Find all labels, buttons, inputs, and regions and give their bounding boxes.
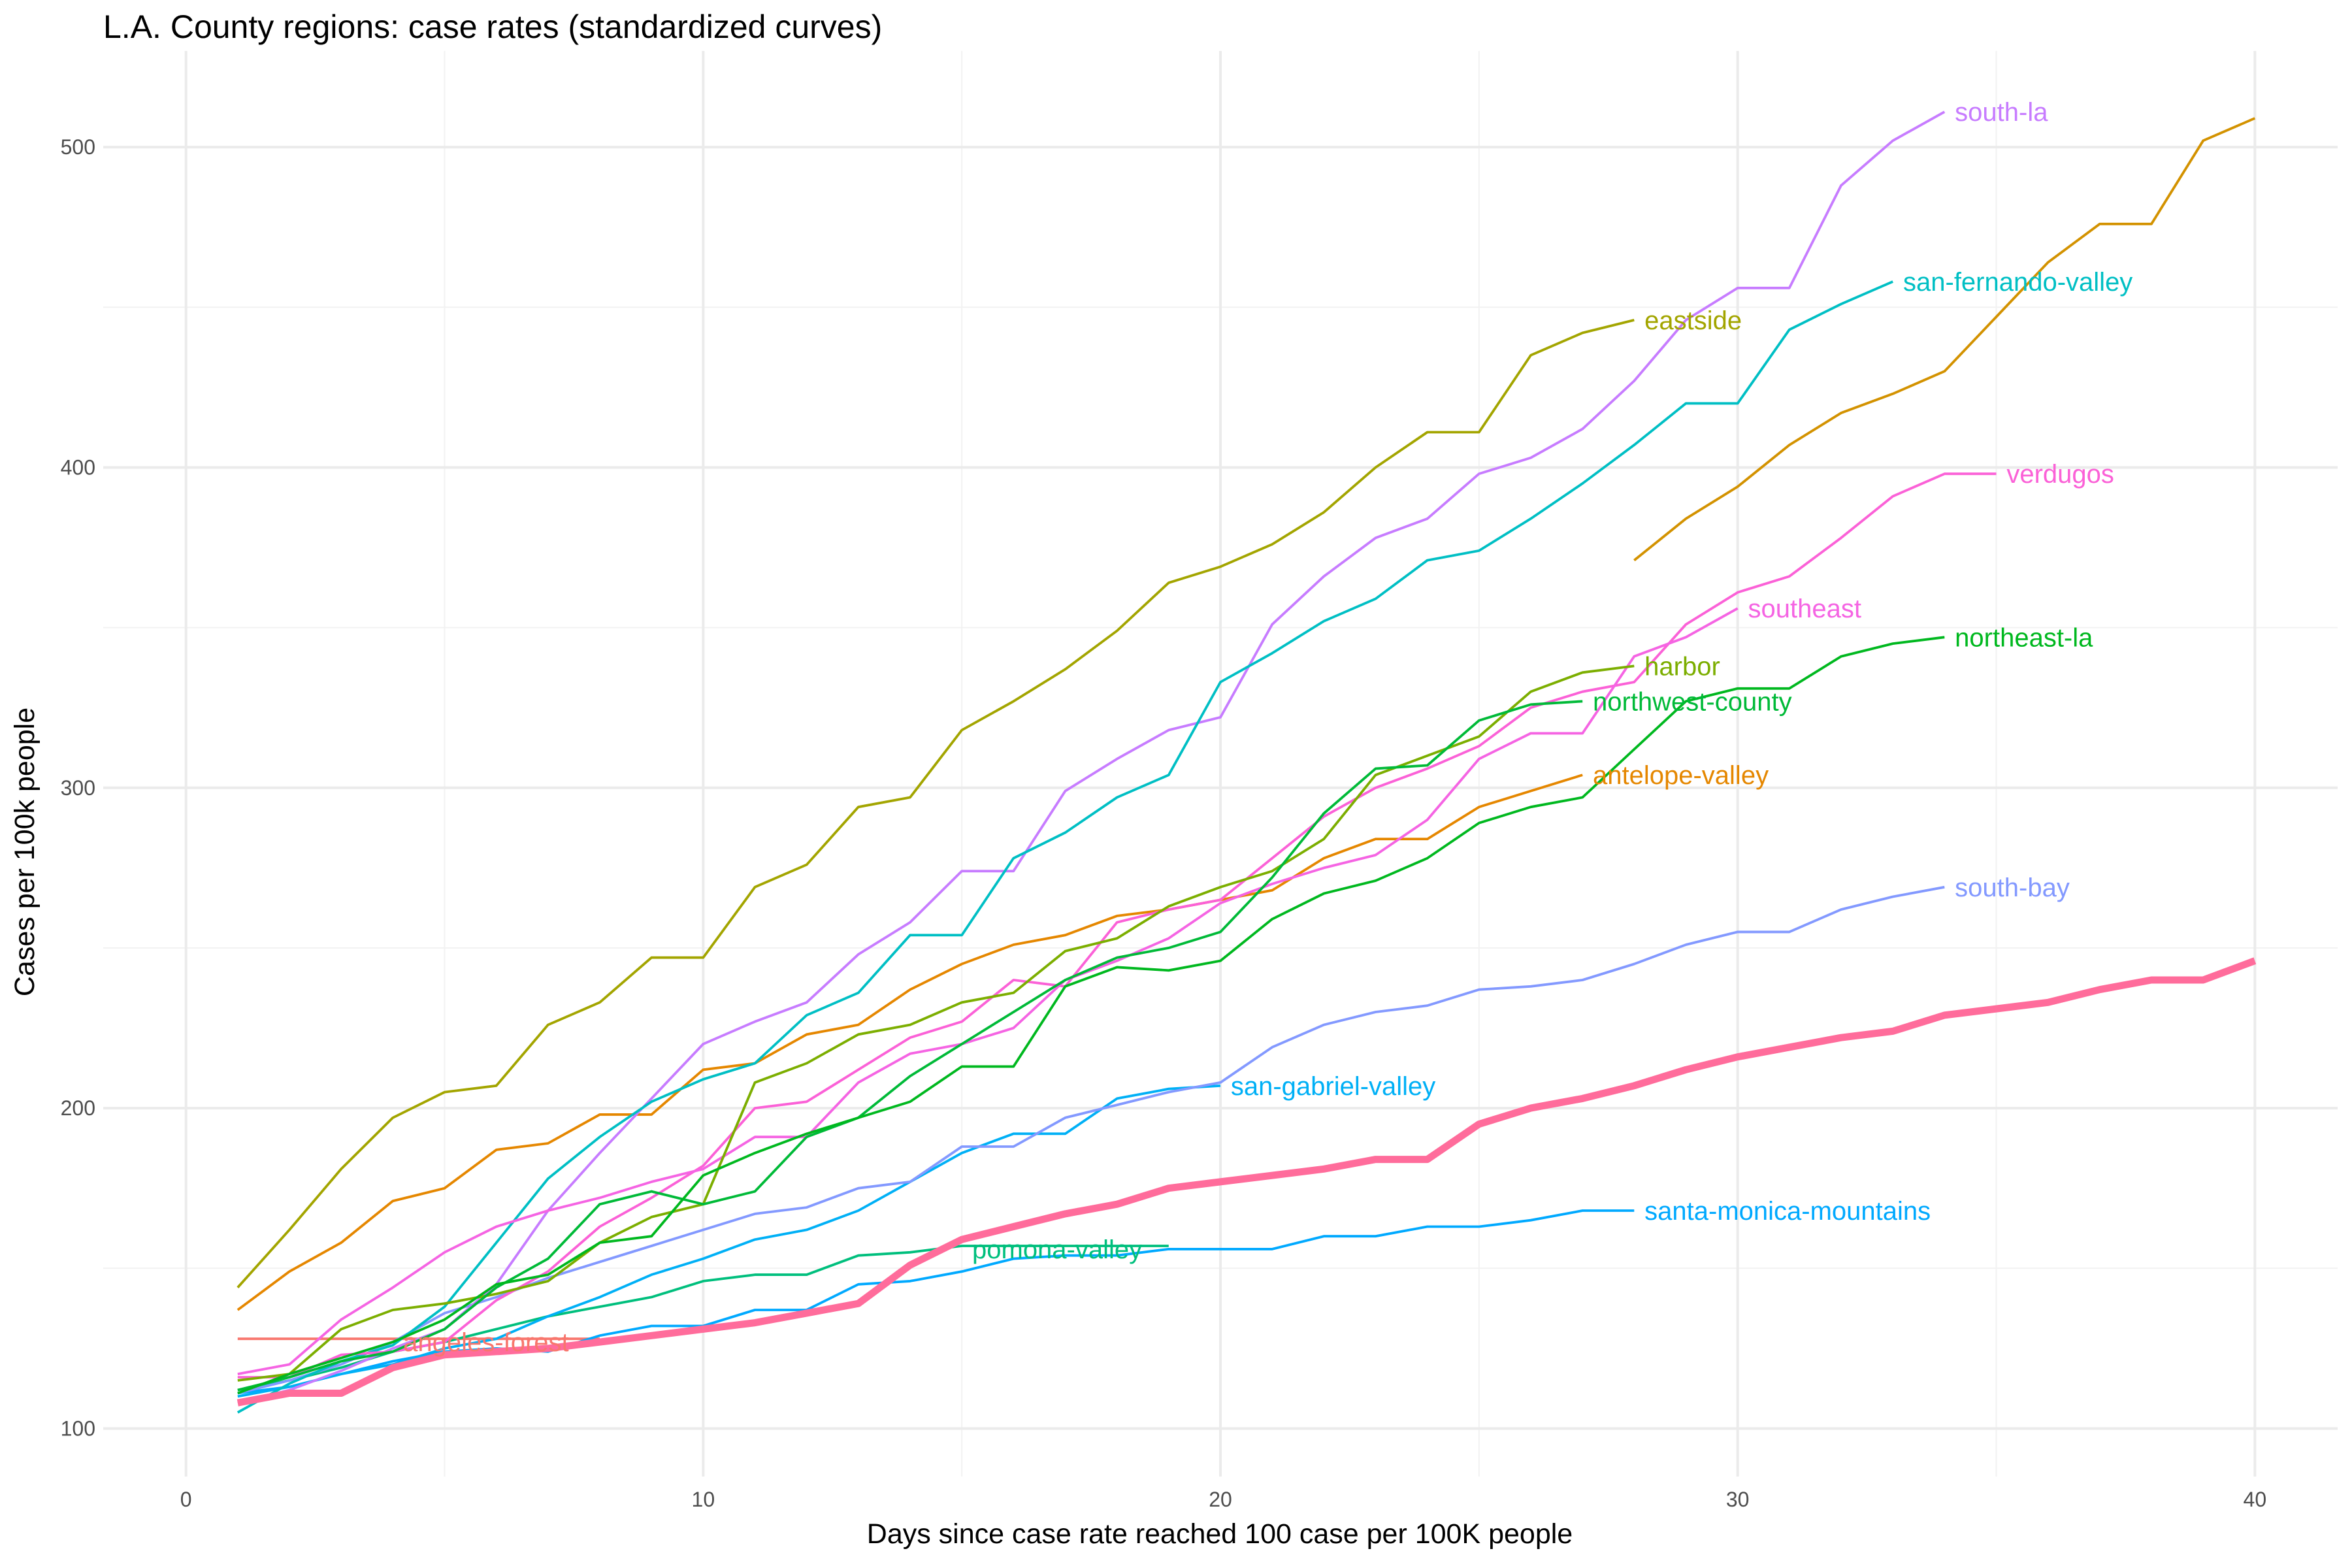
y-tick-label: 200 bbox=[61, 1096, 95, 1120]
series-line-northwest-county bbox=[237, 700, 1583, 1392]
series-label-verdugos: verdugos bbox=[2006, 460, 2114, 489]
x-tick-label: 20 bbox=[1209, 1488, 1232, 1511]
series-label-pomona-valley: pomona-valley bbox=[972, 1235, 1142, 1264]
y-tick-label: 400 bbox=[61, 455, 95, 479]
x-axis-ticks: 0 10 20 30 40 bbox=[180, 1488, 2266, 1511]
series-line-harbor bbox=[237, 664, 1635, 1382]
series-label-san-fernando-valley: san-fernando-valley bbox=[1903, 268, 2132, 297]
series-label-antelope-valley: antelope-valley bbox=[1593, 761, 1769, 790]
series-line-verdugos bbox=[237, 472, 1997, 1379]
series-label-south-la: south-la bbox=[1955, 98, 2048, 127]
series-line bbox=[1633, 117, 2256, 562]
series-line-northeast-la bbox=[237, 636, 1945, 1395]
y-axis-ticks: 100 200 300 400 500 bbox=[61, 135, 95, 1440]
x-tick-label: 30 bbox=[1726, 1488, 1750, 1511]
x-axis-title: Days since case rate reached 100 case pe… bbox=[867, 1518, 1573, 1550]
series-label-southeast: southeast bbox=[1748, 595, 1861, 623]
series-label-harbor: harbor bbox=[1644, 652, 1720, 681]
x-tick-label: 0 bbox=[180, 1488, 192, 1511]
y-tick-label: 500 bbox=[61, 135, 95, 159]
series-label-south-bay: south-bay bbox=[1955, 874, 2070, 902]
series-line-south-bay bbox=[237, 885, 1945, 1395]
y-tick-label: 300 bbox=[61, 776, 95, 800]
series-labels: south-la san-fernando-valley eastside verdu… bbox=[403, 98, 2132, 1357]
series-label-angeles-forest: angeles-forest bbox=[403, 1328, 568, 1357]
series-label-northwest-county: northwest-county bbox=[1593, 687, 1792, 716]
y-tick-label: 100 bbox=[61, 1416, 95, 1440]
y-axis-title: Cases per 100k people bbox=[9, 708, 41, 996]
series-label-eastside: eastside bbox=[1644, 306, 1742, 335]
major-gridlines bbox=[103, 51, 2338, 1477]
series-line-san-gabriel-valley bbox=[237, 1084, 1221, 1398]
x-tick-label: 10 bbox=[692, 1488, 715, 1511]
series-line-southeast bbox=[237, 607, 1739, 1375]
series-line-south-la bbox=[237, 110, 1946, 1405]
series-label-san-gabriel-valley: san-gabriel-valley bbox=[1231, 1072, 1435, 1101]
series-line bbox=[237, 957, 2257, 1407]
series-line-eastside bbox=[237, 319, 1635, 1288]
series-label-santa-monica-mountains: santa-monica-mountains bbox=[1644, 1197, 1931, 1226]
series-label-northeast-la: northeast-la bbox=[1955, 623, 2093, 652]
x-tick-label: 40 bbox=[2244, 1488, 2267, 1511]
chart-title: L.A. County regions: case rates (standar… bbox=[103, 8, 883, 45]
series-line-antelope-valley bbox=[237, 774, 1583, 1311]
series-lines bbox=[237, 110, 2257, 1414]
